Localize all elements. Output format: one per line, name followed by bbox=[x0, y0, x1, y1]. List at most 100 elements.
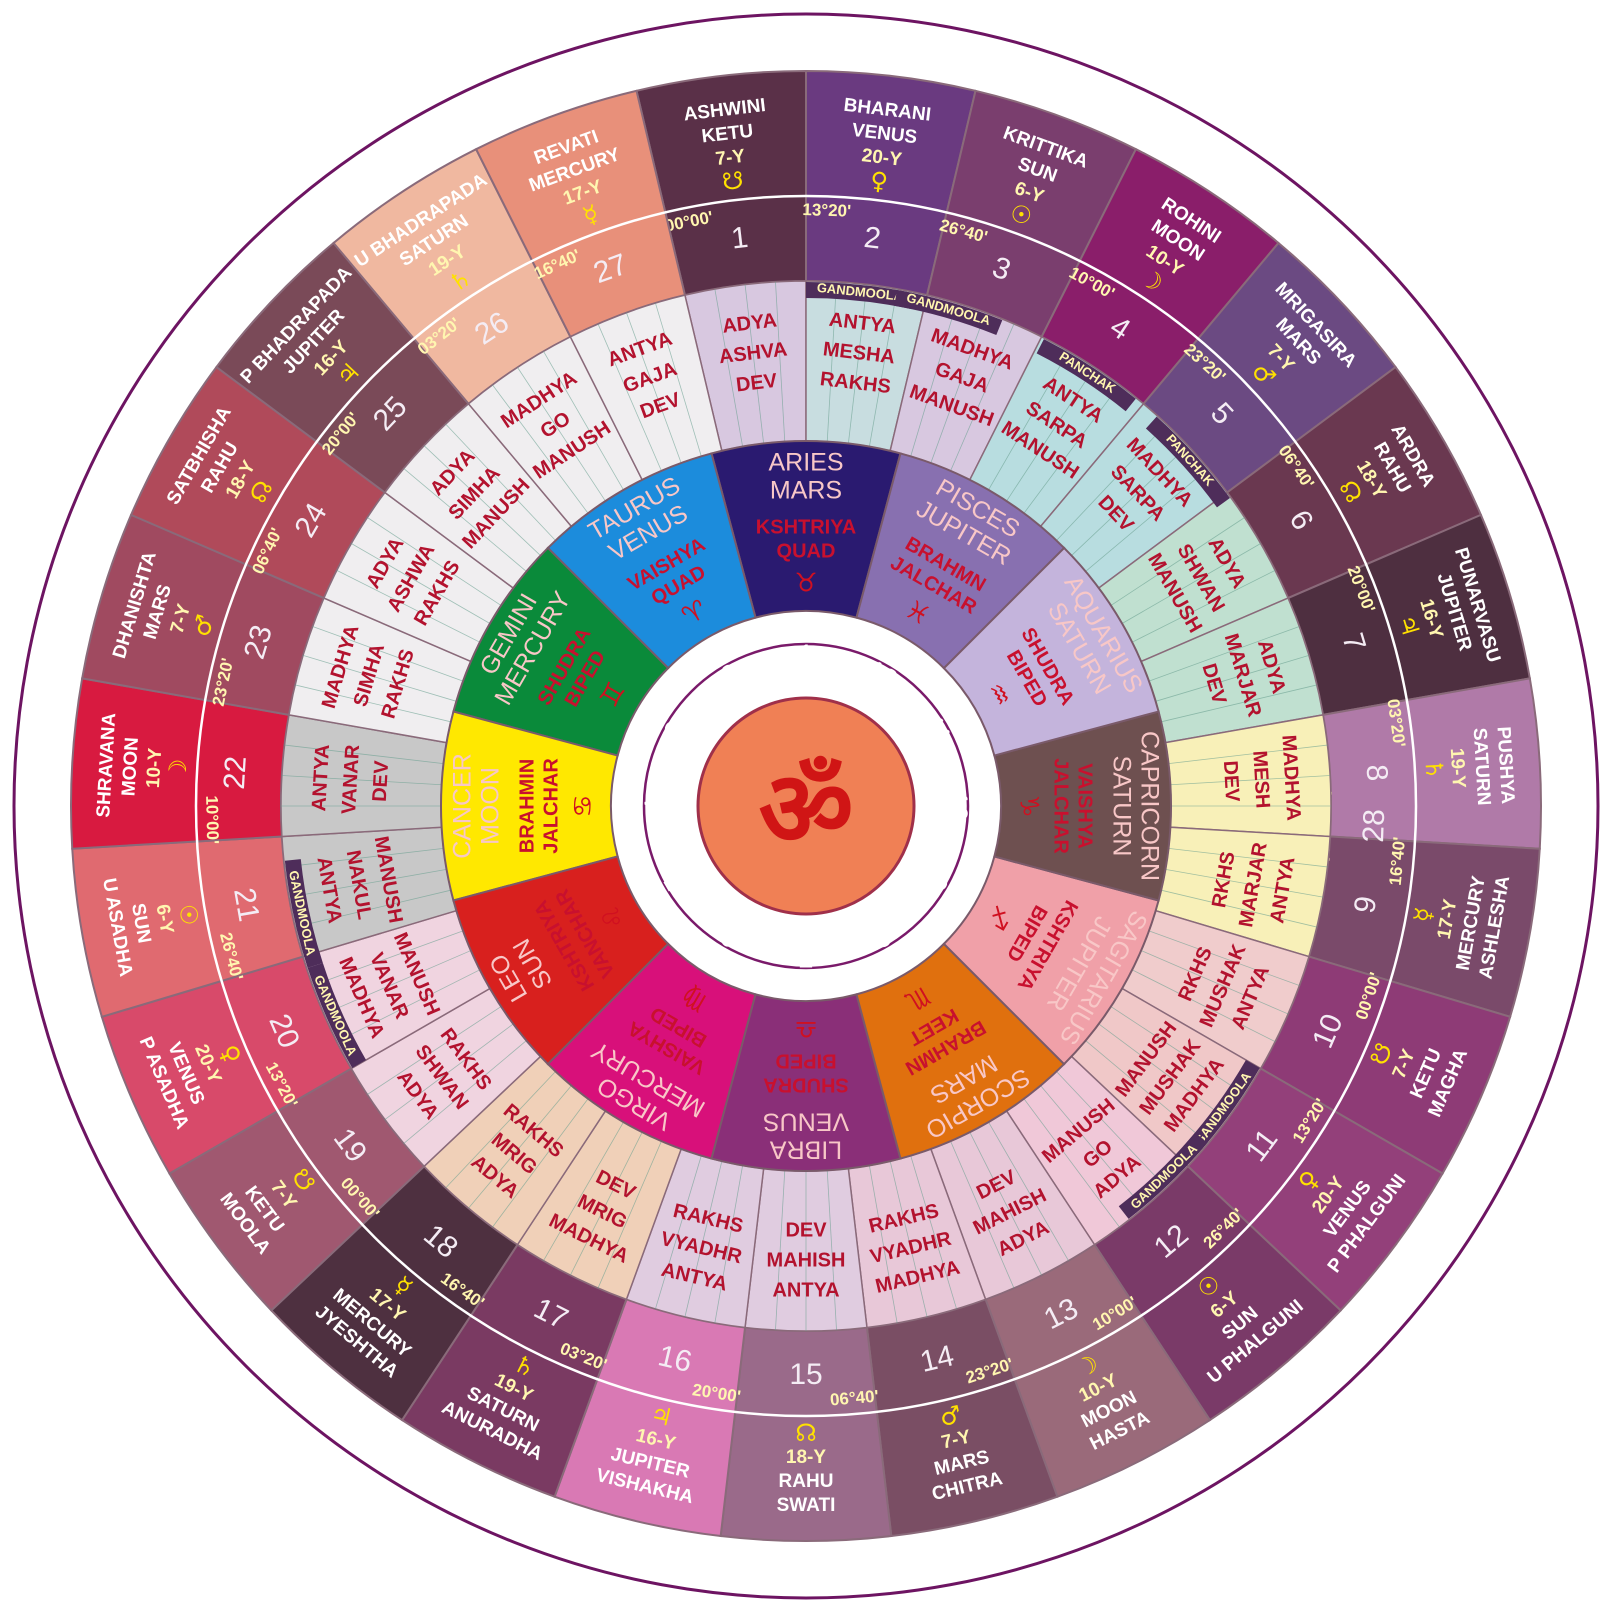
pada-divider bbox=[889, 1161, 928, 1317]
rasi-segment bbox=[855, 942, 1066, 1160]
rasi-name: LIBRA bbox=[770, 1135, 843, 1163]
pada-divider bbox=[969, 1131, 1042, 1276]
pada-divider bbox=[570, 1131, 643, 1276]
rasi-segment bbox=[452, 546, 670, 757]
pada-divider bbox=[1168, 847, 1328, 868]
nakshatra-number: 8 bbox=[1360, 763, 1394, 782]
pada-label-line: MESH bbox=[1248, 750, 1273, 809]
pada-divider bbox=[1168, 744, 1328, 765]
pada-divider bbox=[714, 288, 744, 447]
pada-divider bbox=[597, 323, 662, 472]
planet-symbol: ☽ bbox=[163, 758, 192, 781]
pada-divider bbox=[950, 1140, 1015, 1289]
pada-divider bbox=[775, 281, 786, 442]
rasi-segment bbox=[993, 710, 1172, 902]
nakshatra-number: 16 bbox=[655, 1339, 695, 1379]
pada-divider bbox=[655, 1155, 702, 1310]
nakshatra-lord: SATURN bbox=[1469, 727, 1494, 806]
pada-divider bbox=[468, 1085, 572, 1209]
pada-divider bbox=[988, 1121, 1069, 1261]
rasi-lord: MOON bbox=[477, 767, 505, 845]
pada-divider bbox=[423, 445, 541, 556]
pada-label-line: ANTYA bbox=[772, 1279, 839, 1301]
tag-band bbox=[284, 859, 323, 968]
pada-label-line: VANAR bbox=[338, 744, 364, 815]
pada-divider bbox=[543, 1121, 624, 1261]
pada-divider bbox=[1006, 367, 1095, 502]
planet-symbol: ☊ bbox=[795, 1419, 816, 1447]
pada-divider bbox=[910, 1155, 957, 1310]
pada-divider bbox=[367, 517, 502, 606]
pada-divider bbox=[351, 543, 491, 624]
pada-divider bbox=[281, 775, 442, 786]
rasi-glyph: ♋ bbox=[569, 794, 599, 817]
pada-divider bbox=[1085, 468, 1209, 572]
pada-label-line: MADHYA bbox=[1277, 734, 1304, 821]
nakshatra-dasha: 10-Y bbox=[143, 747, 166, 789]
pada-divider bbox=[312, 930, 464, 986]
planet-symbol: ☉ bbox=[173, 902, 204, 928]
rasi-varna: VAISHYA bbox=[1074, 763, 1096, 849]
nakshatra-number: 14 bbox=[917, 1339, 957, 1379]
rasi-varna: BRAHMIN bbox=[516, 759, 538, 853]
nakshatra-ring: ASHWINIKETU7-Y☋100°00'BHARANIVENUS20-Y♀2… bbox=[70, 69, 1543, 1542]
nakshatra-dasha: 20-Y bbox=[861, 145, 904, 171]
nakshatra-dasha: 19-Y bbox=[1446, 747, 1469, 789]
pada-divider bbox=[744, 284, 765, 444]
tag-band bbox=[806, 282, 915, 310]
nakshatra-lord: MOON bbox=[118, 737, 142, 797]
pada-divider bbox=[367, 1006, 502, 1095]
pada-divider bbox=[492, 384, 589, 514]
tag-band bbox=[1036, 339, 1136, 412]
pada-divider bbox=[868, 1165, 898, 1324]
pada-label-line: MAHISH bbox=[767, 1249, 846, 1271]
pada-divider bbox=[543, 351, 624, 491]
pada-divider bbox=[517, 367, 606, 502]
rasi-varna: SHUDRA bbox=[763, 1074, 849, 1096]
pada-divider bbox=[626, 312, 682, 464]
pada-divider bbox=[1131, 570, 1276, 643]
rasi-segment bbox=[440, 710, 619, 902]
pada-divider bbox=[1161, 684, 1317, 723]
rasi-type: JALCHAR bbox=[540, 758, 562, 854]
pada-label-line: DEV bbox=[369, 759, 393, 802]
pada-divider bbox=[445, 1071, 556, 1189]
pada-divider bbox=[868, 288, 898, 447]
house-number: 7 bbox=[798, 943, 813, 973]
pada-label-line: ANTYA bbox=[308, 744, 334, 812]
pada-divider bbox=[655, 302, 702, 457]
pada-divider bbox=[1131, 969, 1276, 1042]
pada-divider bbox=[1170, 775, 1331, 786]
abhijit-number: 28 bbox=[1357, 809, 1391, 844]
nakshatra-start-degree: 13°20' bbox=[802, 200, 851, 221]
pada-divider bbox=[1056, 423, 1167, 541]
pada-divider bbox=[1148, 626, 1300, 682]
pada-divider bbox=[1155, 655, 1310, 702]
nakshatra-dasha: 7-Y bbox=[714, 146, 746, 170]
rasi-segment bbox=[546, 942, 757, 1160]
tag-band bbox=[1145, 416, 1230, 508]
pada-divider bbox=[1023, 1098, 1120, 1228]
pada-divider bbox=[1161, 889, 1317, 928]
rasi-ring: ARIESMARSKSHTRIYAQUAD♉TAURUSVENUSVAISHYA… bbox=[440, 440, 1172, 1172]
pada-divider bbox=[1098, 1023, 1228, 1120]
center-om-disc: ॐ bbox=[696, 696, 916, 916]
rasi-type: JALCHAR bbox=[1050, 758, 1072, 854]
pada-divider bbox=[775, 1170, 786, 1331]
tag-band bbox=[1183, 1060, 1260, 1157]
rasi-segment bbox=[546, 452, 757, 670]
pada-divider bbox=[950, 323, 1015, 472]
pada-divider bbox=[847, 284, 868, 444]
pada-divider bbox=[288, 868, 447, 898]
pada-divider bbox=[597, 1140, 662, 1289]
pada-divider bbox=[1040, 1085, 1144, 1209]
pada-divider bbox=[1056, 1071, 1167, 1189]
rasi-segment bbox=[710, 993, 902, 1172]
pada-divider bbox=[826, 281, 837, 442]
pada-divider bbox=[384, 1023, 514, 1120]
rasi-name: ARIES bbox=[768, 449, 843, 477]
rasi-glyph: ♉ bbox=[794, 569, 817, 599]
tag-band bbox=[894, 289, 1003, 335]
nakshatra-start-degree: 10°00' bbox=[202, 795, 222, 844]
